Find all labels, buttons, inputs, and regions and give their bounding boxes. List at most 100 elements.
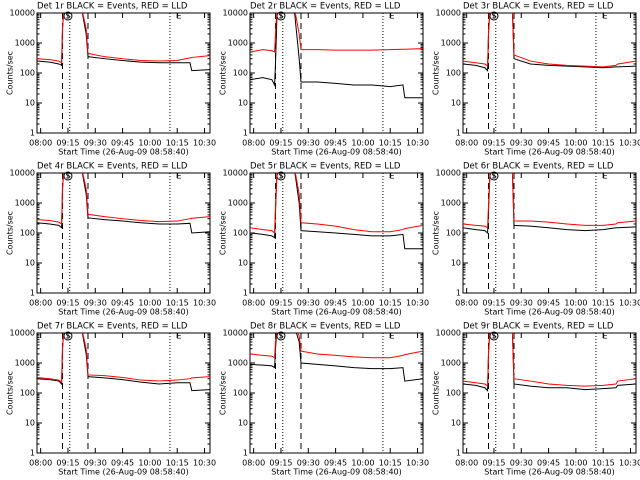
x-tick-label: 10:15 (592, 299, 615, 308)
series-line (37, 13, 210, 72)
y-tick-label: 1 (30, 129, 35, 138)
y-tick-label: 100 (446, 389, 461, 398)
annotation-circle (63, 11, 73, 21)
series-line (250, 333, 423, 382)
x-tick-label: 10:30 (619, 299, 640, 308)
x-tick-label: 09:30 (84, 459, 107, 468)
x-tick-label: 08:00 (242, 299, 265, 308)
x-tick-label: 10:30 (619, 459, 640, 468)
x-tick-label: 09:30 (297, 459, 320, 468)
series-line (250, 173, 423, 250)
x-tick-label: 09:30 (510, 299, 533, 308)
x-tick-label: 10:30 (193, 139, 216, 148)
panel: Det 5r BLACK = Events, RED = LLD 1 10 100 10… (219, 162, 430, 317)
panel-title: Det 7r BLACK = Events, RED = LLD (37, 322, 188, 332)
y-tick-label: 10 (25, 259, 35, 268)
x-tick-label: 10:15 (379, 139, 402, 148)
x-tick-label: 10:00 (564, 459, 587, 468)
x-tick-label: 09:45 (111, 459, 134, 468)
y-tick-label: 1000 (228, 359, 248, 368)
y-tick-label: 10000 (10, 9, 35, 18)
y-tick-label: 1000 (15, 359, 35, 368)
series-line (37, 13, 210, 64)
x-tick-label: 10:15 (592, 459, 615, 468)
x-tick-label: 09:45 (111, 139, 134, 148)
x-tick-label: 10:00 (138, 139, 161, 148)
panel: Det 6r BLACK = Events, RED = LLD 1 10 100 10… (432, 162, 640, 317)
annotation: S (65, 172, 70, 181)
x-tick-label: 09:15 (56, 459, 79, 468)
x-tick-label: 10:30 (193, 299, 216, 308)
x-axis-label: Start Time (26-Aug-09 08:58:40) (271, 148, 402, 157)
y-axis-label: Counts/sec (6, 371, 15, 415)
y-tick-label: 100 (233, 229, 248, 238)
series-line (463, 173, 636, 229)
y-tick-label: 1000 (441, 359, 461, 368)
annotation: S (278, 332, 283, 341)
annotation: E (177, 172, 182, 181)
x-tick-label: 09:15 (56, 299, 79, 308)
x-tick-label: 08:00 (29, 459, 52, 468)
y-tick-label: 10000 (223, 169, 248, 178)
series-line (37, 333, 210, 384)
series-line (463, 333, 636, 388)
y-tick-label: 1 (456, 129, 461, 138)
y-tick-label: 1000 (441, 39, 461, 48)
panel-title: Det 9r BLACK = Events, RED = LLD (463, 322, 614, 332)
y-tick-label: 10000 (223, 9, 248, 18)
x-tick-label: 09:45 (537, 139, 560, 148)
x-tick-label: 09:45 (324, 299, 347, 308)
y-tick-label: 1 (30, 449, 35, 458)
y-tick-label: 1 (456, 449, 461, 458)
y-tick-label: 10 (25, 419, 35, 428)
y-axis-label: Counts/sec (219, 51, 228, 95)
x-tick-label: 09:45 (537, 459, 560, 468)
y-tick-label: 10000 (436, 9, 461, 18)
x-tick-label: 09:45 (324, 459, 347, 468)
x-tick-label: 09:30 (84, 139, 107, 148)
series-line (463, 13, 636, 68)
x-tick-label: 09:15 (269, 299, 292, 308)
panel: Det 7r BLACK = Events, RED = LLD 1 10 100 10… (6, 322, 217, 477)
panel: Det 4r BLACK = Events, RED = LLD 1 10 100 10… (6, 162, 217, 317)
x-tick-label: 08:00 (242, 459, 265, 468)
series-line (463, 333, 636, 392)
series-line (250, 13, 423, 53)
y-axis-label: Counts/sec (6, 211, 15, 255)
x-tick-label: 09:45 (324, 139, 347, 148)
y-tick-label: 100 (20, 229, 35, 238)
series-line (37, 173, 210, 234)
x-tick-label: 09:15 (482, 299, 505, 308)
y-tick-label: 100 (233, 389, 248, 398)
y-tick-label: 10 (238, 99, 248, 108)
panel-title: Det 2r BLACK = Events, RED = LLD (250, 2, 401, 12)
y-tick-label: 1 (243, 129, 248, 138)
y-tick-label: 100 (446, 229, 461, 238)
annotation: E (390, 172, 395, 181)
panel: Det 8r BLACK = Events, RED = LLD 1 10 100 10… (219, 322, 430, 477)
y-tick-label: 10000 (436, 169, 461, 178)
x-tick-label: 10:15 (166, 459, 189, 468)
panel-title: Det 8r BLACK = Events, RED = LLD (250, 322, 401, 332)
y-axis-label: Counts/sec (6, 51, 15, 95)
annotation: E (390, 332, 395, 341)
y-tick-label: 10 (451, 259, 461, 268)
x-axis-label: Start Time (26-Aug-09 08:58:40) (58, 468, 189, 477)
x-tick-label: 10:30 (406, 139, 429, 148)
y-tick-label: 10 (451, 99, 461, 108)
panel: Det 1r BLACK = Events, RED = LLD 1 10 100 10… (6, 2, 217, 157)
x-axis-label: Start Time (26-Aug-09 08:58:40) (271, 468, 402, 477)
x-tick-label: 09:15 (482, 459, 505, 468)
x-tick-label: 10:15 (379, 459, 402, 468)
panel-title: Det 3r BLACK = Events, RED = LLD (463, 2, 614, 12)
y-tick-label: 1000 (441, 199, 461, 208)
panel-title: Det 4r BLACK = Events, RED = LLD (37, 162, 188, 172)
annotation-circle (63, 331, 73, 341)
x-axis-label: Start Time (26-Aug-09 08:58:40) (484, 468, 615, 477)
x-axis-label: Start Time (26-Aug-09 08:58:40) (484, 308, 615, 317)
annotation-circle (63, 171, 73, 181)
x-tick-label: 09:15 (269, 459, 292, 468)
annotation-circle (276, 331, 286, 341)
x-tick-label: 09:30 (297, 139, 320, 148)
y-tick-label: 100 (20, 69, 35, 78)
